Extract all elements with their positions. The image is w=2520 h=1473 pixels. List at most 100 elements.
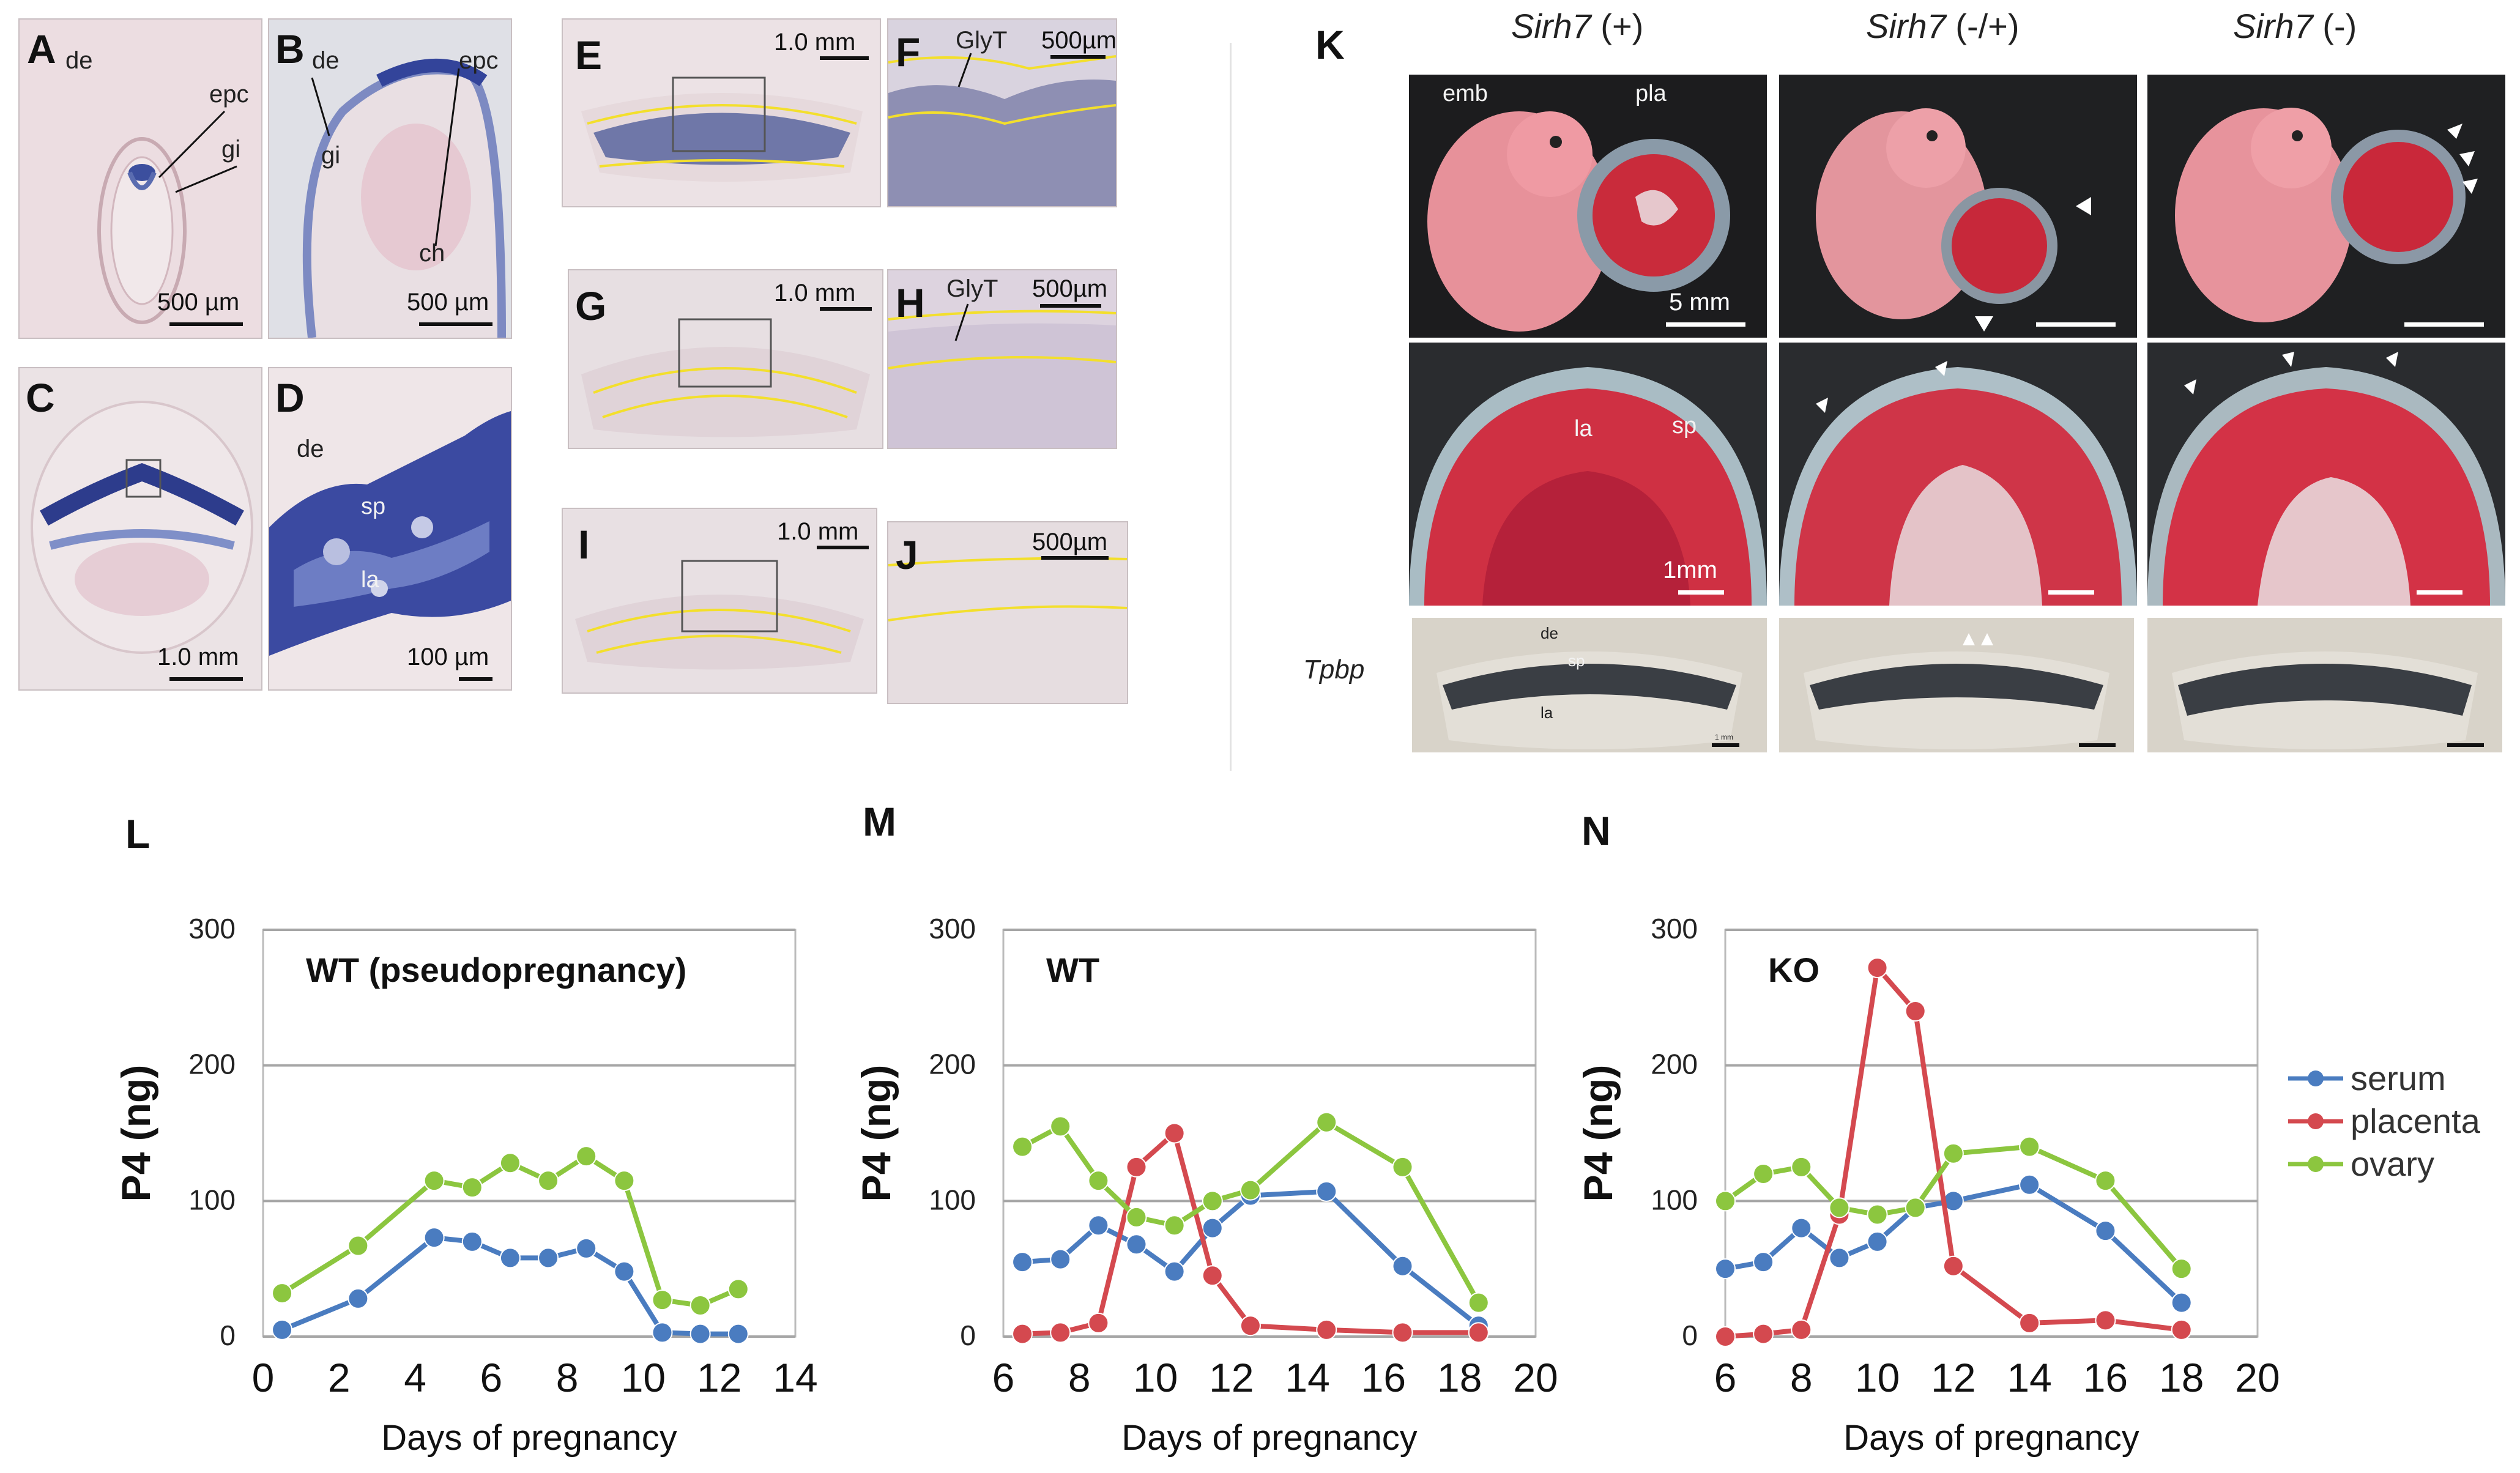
annotation: la	[361, 567, 379, 593]
tpbp-section-het	[1779, 618, 2134, 752]
series-line-placenta	[1725, 965, 2182, 1339]
scale-bar	[2036, 322, 2116, 327]
scale-bar	[2417, 590, 2462, 595]
scale-bar	[459, 677, 492, 681]
legend-item-serum: serum	[2288, 1058, 2446, 1098]
scale-bar-label: 1.0 mm	[774, 29, 856, 56]
data-point-ovary	[2171, 1258, 2192, 1280]
data-point-ovary	[727, 1278, 749, 1300]
data-point-serum	[1715, 1258, 1736, 1280]
data-point-placenta	[2019, 1312, 2040, 1334]
data-point-serum	[689, 1323, 711, 1345]
panel-d-image	[269, 368, 511, 689]
divider	[1230, 43, 1232, 771]
legend-line-icon	[2288, 1070, 2343, 1086]
annotation: emb	[1443, 81, 1488, 106]
data-point-placenta	[1867, 957, 1888, 979]
panel-c-image	[20, 368, 261, 689]
genotype-label: Sirh7 (-)	[2233, 6, 2357, 46]
data-point-ovary	[652, 1289, 673, 1311]
scale-bar	[419, 322, 492, 326]
tpbp-section-plus: de sp la 1 mm	[1412, 618, 1767, 752]
series-line-placenta	[1022, 1130, 1479, 1337]
panel-e-image	[563, 20, 880, 206]
data-point-serum	[576, 1237, 597, 1259]
data-point-serum	[1050, 1249, 1071, 1270]
panel-d: D de sp la 100 µm	[268, 367, 512, 691]
data-point-serum	[1088, 1215, 1109, 1236]
data-point-serum	[1867, 1231, 1888, 1252]
x-tick-label: 4	[404, 1355, 426, 1400]
data-point-serum	[1012, 1252, 1033, 1273]
panel-h: H GlyT 500µm	[887, 269, 1117, 449]
panel-label: C	[26, 375, 55, 420]
x-tick-label: 8	[1068, 1355, 1091, 1400]
data-point-placenta	[1050, 1322, 1071, 1343]
data-point-ovary	[1126, 1206, 1147, 1228]
panel-g-image	[569, 270, 882, 448]
data-point-serum	[499, 1247, 521, 1269]
y-axis-label: P4 (ng)	[1575, 1065, 1621, 1202]
data-point-placenta	[1164, 1122, 1185, 1144]
chart-title: WT (pseudopregnancy)	[306, 951, 686, 989]
annotation: epc	[459, 47, 499, 74]
y-tick-label: 0	[960, 1319, 976, 1351]
y-tick-label: 200	[929, 1048, 976, 1080]
x-tick-label: 16	[1361, 1355, 1406, 1400]
data-point-serum	[423, 1227, 445, 1249]
data-point-placenta	[1715, 1326, 1736, 1347]
scale-bar	[1666, 322, 1745, 327]
x-tick-label: 14	[2007, 1355, 2051, 1400]
data-point-ovary	[1316, 1111, 1337, 1133]
annotation: sp	[1568, 651, 1585, 670]
photo-placenta-close-ko	[2147, 343, 2505, 606]
chart-n: 0 100 200 300 6 8 10 12 14 16 18 20 KO Days of pregna…	[1575, 913, 2280, 1458]
panel-i: I 1.0 mm	[562, 508, 877, 694]
panel-label: A	[27, 26, 56, 72]
data-point-serum	[1791, 1217, 1812, 1239]
data-point-ovary	[1392, 1156, 1413, 1178]
data-point-ovary	[2019, 1136, 2040, 1157]
panel-g: G 1.0 mm	[568, 269, 883, 449]
scale-bar	[1041, 556, 1109, 560]
row-label: Tpbp	[1303, 655, 1365, 685]
data-point-placenta	[2095, 1310, 2116, 1331]
data-point-serum	[538, 1247, 559, 1269]
annotation: epc	[209, 81, 249, 108]
data-point-placenta	[1240, 1315, 1261, 1337]
x-tick-label: 8	[1790, 1355, 1813, 1400]
data-point-placenta	[2171, 1319, 2192, 1340]
panel-label: J	[896, 532, 918, 577]
chart-m: 0 100 200 300 6 8 10 12 14 16 18 20 WT Days of pregna…	[853, 913, 1558, 1458]
data-point-serum	[348, 1288, 369, 1309]
data-point-ovary	[576, 1146, 597, 1167]
plot-frame	[262, 929, 797, 1338]
genotype-label: Sirh7 (+)	[1511, 6, 1643, 46]
data-point-serum	[461, 1231, 483, 1252]
genotype-label: Sirh7 (-/+)	[1866, 6, 2020, 46]
panel-e: E 1.0 mm	[562, 18, 881, 207]
genotype-suffix: (+)	[1591, 7, 1644, 45]
legend-line-icon	[2288, 1113, 2343, 1129]
chart-l: 0 100 200 300 0 2 4 6 8 10 12 14 WT (pseudopregnancy…	[113, 913, 818, 1458]
photo-embryo-placenta-het	[1779, 75, 2137, 338]
data-point-ovary	[1715, 1190, 1736, 1212]
data-point-serum	[614, 1261, 635, 1282]
data-point-ovary	[1829, 1197, 1850, 1219]
x-tick-label: 10	[1855, 1355, 1900, 1400]
x-axis-label: Days of pregnancy	[1121, 1418, 1418, 1458]
data-point-ovary	[1468, 1292, 1489, 1313]
series-line-ovary	[1021, 1119, 1481, 1304]
x-tick-label: 12	[697, 1355, 742, 1400]
scale-bar-label: 1.0 mm	[777, 518, 859, 545]
data-point-placenta	[1392, 1322, 1413, 1343]
panel-label: H	[896, 280, 925, 325]
scale-bar	[2079, 743, 2116, 747]
x-tick-label: 0	[252, 1355, 275, 1400]
y-tick-label: 0	[1682, 1319, 1698, 1351]
photo-placenta-close-plus: la sp 1mm	[1409, 343, 1767, 606]
data-point-ovary	[1867, 1204, 1888, 1225]
scale-bar	[1712, 743, 1739, 747]
data-point-ovary	[1050, 1116, 1071, 1137]
y-tick-label: 0	[220, 1319, 236, 1351]
